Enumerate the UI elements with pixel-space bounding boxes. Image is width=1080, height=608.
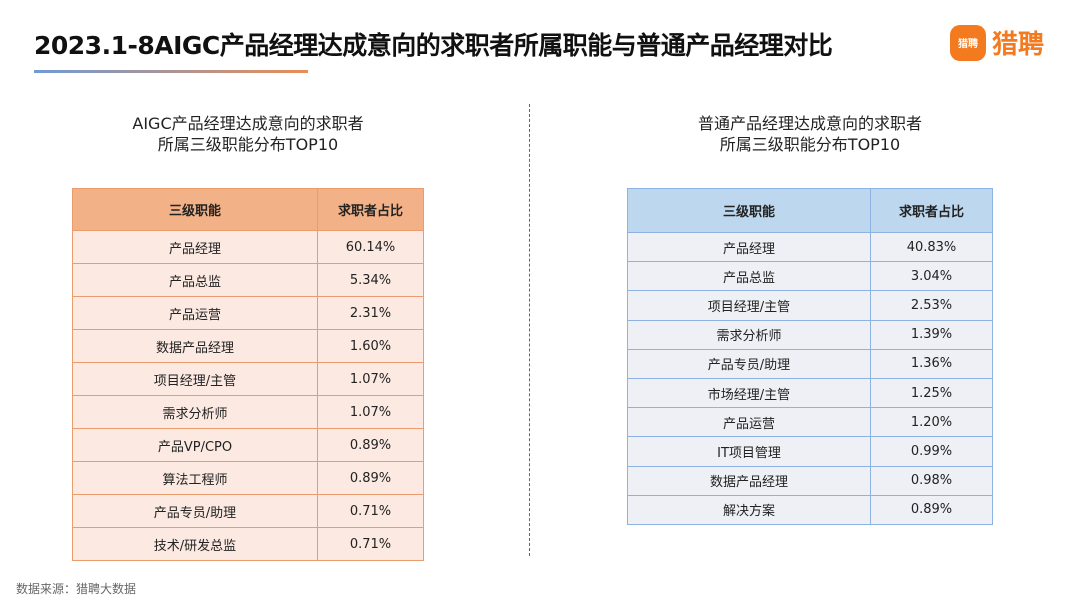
page-title: 2023.1-8AIGC产品经理达成意向的求职者所属职能与普通产品经理对比: [34, 31, 833, 60]
share-cell: 1.36%: [870, 348, 993, 379]
function-cell: 数据产品经理: [627, 465, 871, 496]
share-cell: 5.34%: [317, 263, 424, 297]
liepin-logo-icon: 猎聘: [950, 24, 986, 61]
table-row: 需求分析师 1.39%: [627, 319, 993, 350]
share-cell: 3.04%: [870, 261, 993, 292]
aigc-pm-table: 三级职能 求职者占比 产品经理 60.14% 产品总监 5.34% 产品运营 2.31% 数…: [72, 188, 424, 561]
left-subtitle-line1: AIGC产品经理达成意向的求职者: [132, 114, 364, 133]
share-cell: 0.89%: [870, 494, 993, 525]
share-cell: 1.07%: [317, 395, 424, 429]
header-share: 求职者占比: [870, 188, 993, 233]
share-cell: 0.89%: [317, 461, 424, 495]
function-cell: 产品VP/CPO: [72, 428, 318, 462]
table-row: 数据产品经理 0.98%: [627, 465, 993, 496]
header-share: 求职者占比: [317, 188, 424, 231]
table-row: 产品VP/CPO 0.89%: [72, 428, 424, 462]
data-source-note: 数据来源：猎聘大数据: [16, 582, 137, 596]
table-row: 产品总监 5.34%: [72, 263, 424, 297]
function-cell: 数据产品经理: [72, 329, 318, 363]
function-cell: 产品经理: [627, 231, 871, 263]
right-subtitle-line1: 普通产品经理达成意向的求职者: [697, 114, 922, 133]
table-row: 产品专员/助理 0.71%: [72, 494, 424, 528]
table-header-row: 三级职能 求职者占比: [72, 188, 424, 231]
title-underline: [34, 70, 308, 73]
share-cell: 2.31%: [317, 296, 424, 330]
table-header-row: 三级职能 求职者占比: [627, 188, 993, 233]
share-cell: 0.71%: [317, 527, 424, 561]
function-cell: 需求分析师: [627, 319, 871, 350]
share-cell: 0.71%: [317, 494, 424, 528]
function-cell: 产品运营: [627, 407, 871, 438]
table-row: 项目经理/主管 1.07%: [72, 362, 424, 396]
function-cell: 产品运营: [72, 296, 318, 330]
function-cell: 产品专员/助理: [627, 348, 871, 379]
share-cell: 1.07%: [317, 362, 424, 396]
share-cell: 2.53%: [870, 290, 993, 321]
function-cell: 技术/研发总监: [72, 527, 318, 561]
share-cell: 0.89%: [317, 428, 424, 462]
function-cell: 市场经理/主管: [627, 377, 871, 409]
table-row: 需求分析师 1.07%: [72, 395, 424, 429]
table-row: 数据产品经理 1.60%: [72, 329, 424, 363]
table-row: 项目经理/主管 2.53%: [627, 290, 993, 321]
share-cell: 1.60%: [317, 329, 424, 363]
function-cell: 项目经理/主管: [627, 290, 871, 321]
table-row: 产品经理 40.83%: [627, 231, 993, 263]
function-cell: 解决方案: [627, 494, 871, 525]
table-row: 算法工程师 0.89%: [72, 461, 424, 495]
share-cell: 60.14%: [317, 230, 424, 264]
table-row: IT项目管理 0.99%: [627, 436, 993, 467]
function-cell: 产品总监: [72, 263, 318, 297]
function-cell: 算法工程师: [72, 461, 318, 495]
header-function: 三级职能: [72, 188, 318, 231]
liepin-logo: 猎聘 猎聘: [950, 24, 1044, 61]
function-cell: 产品专员/助理: [72, 494, 318, 528]
right-table-subtitle: 普通产品经理达成意向的求职者 所属三级职能分布TOP10: [627, 113, 993, 155]
table-row: 产品专员/助理 1.36%: [627, 348, 993, 379]
share-cell: 0.99%: [870, 436, 993, 467]
function-cell: 项目经理/主管: [72, 362, 318, 396]
table-row: 产品总监 3.04%: [627, 261, 993, 292]
function-cell: 产品经理: [72, 230, 318, 264]
table-row: 技术/研发总监 0.71%: [72, 527, 424, 561]
share-cell: 0.98%: [870, 465, 993, 496]
liepin-logo-text: 猎聘: [992, 30, 1045, 60]
divider: [529, 104, 530, 556]
table-row: 解决方案 0.89%: [627, 494, 993, 525]
left-table-subtitle: AIGC产品经理达成意向的求职者 所属三级职能分布TOP10: [72, 113, 424, 155]
general-pm-table: 三级职能 求职者占比 产品经理 40.83% 产品总监 3.04% 项目经理/主管 2.5…: [627, 188, 993, 525]
share-cell: 40.83%: [870, 231, 993, 263]
table-row: 产品运营 2.31%: [72, 296, 424, 330]
share-cell: 1.20%: [870, 407, 993, 438]
header-function: 三级职能: [627, 188, 871, 233]
share-cell: 1.39%: [870, 319, 993, 350]
function-cell: IT项目管理: [627, 436, 871, 467]
function-cell: 需求分析师: [72, 395, 318, 429]
table-row: 市场经理/主管 1.25%: [627, 377, 993, 409]
table-row: 产品经理 60.14%: [72, 230, 424, 264]
table-row: 产品运营 1.20%: [627, 407, 993, 438]
left-subtitle-line2: 所属三级职能分布TOP10: [157, 135, 339, 154]
function-cell: 产品总监: [627, 261, 871, 292]
right-subtitle-line2: 所属三级职能分布TOP10: [719, 135, 901, 154]
share-cell: 1.25%: [870, 377, 993, 409]
